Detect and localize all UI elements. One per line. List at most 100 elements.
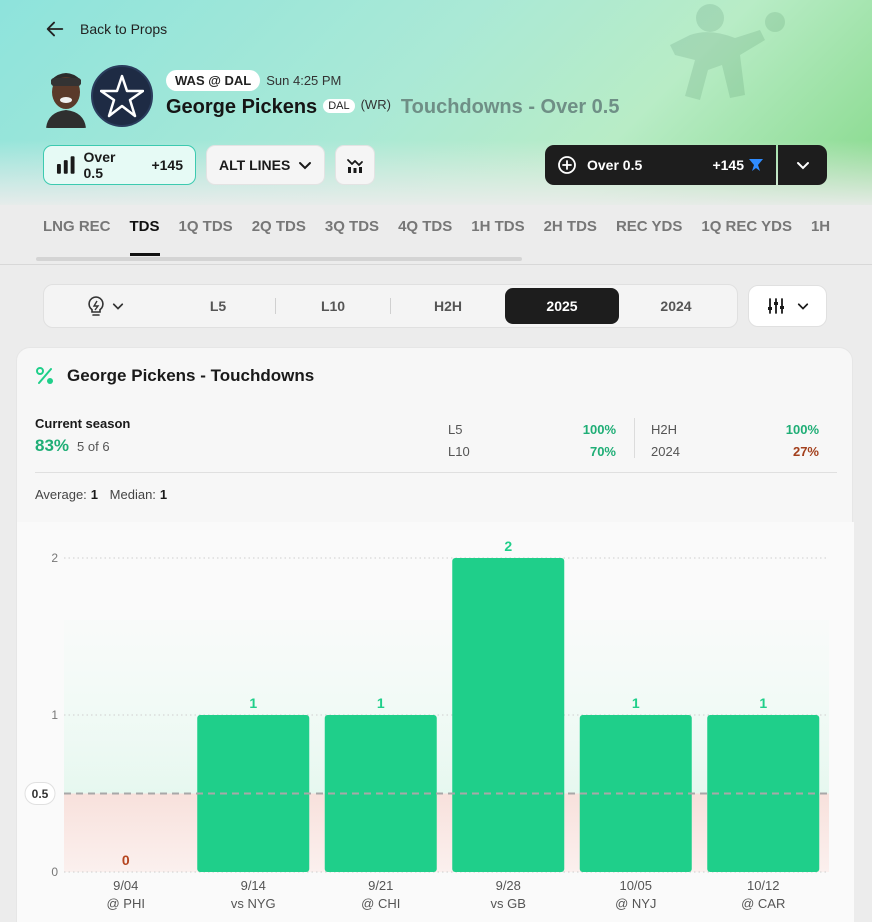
x-date-label: 9/21 — [368, 878, 393, 893]
lightbulb-icon — [87, 296, 104, 316]
bar-value-label: 2 — [504, 538, 512, 554]
x-date-label: 9/14 — [241, 878, 266, 893]
over-zone — [64, 620, 829, 794]
segment-l10[interactable]: L10 — [320, 298, 346, 314]
tab-tds[interactable]: TDS — [129, 216, 160, 256]
segment-separator — [390, 298, 391, 314]
x-opponent-label: @ CHI — [361, 896, 400, 911]
stat-value: 27% — [792, 443, 819, 459]
prop-tabs: LNG REC TDS 1Q TDS 2Q TDS 3Q TDS 4Q TDS 1H TDS… — [43, 216, 872, 256]
season-label: Current season — [35, 416, 131, 431]
tabs-divider — [0, 264, 872, 265]
compare-button[interactable] — [335, 145, 375, 185]
chevron-down-icon — [797, 303, 808, 310]
bet-dropdown-button[interactable] — [778, 145, 827, 185]
stats-right: H2H 100% 2024 27% — [651, 418, 819, 462]
season-hit-rate: 83% — [35, 436, 70, 455]
average-median-row: Average: 1 Median: 1 — [35, 487, 175, 502]
tab-3q-tds[interactable]: 3Q TDS — [324, 218, 380, 235]
card-title: George Pickens - Touchdowns — [67, 366, 315, 385]
x-date-label: 9/04 — [113, 878, 138, 893]
x-date-label: 10/12 — [747, 878, 780, 893]
prop-line-pill — [24, 782, 56, 805]
stat-label: L5 — [448, 421, 463, 437]
tab-lng-rec[interactable]: LNG REC — [43, 218, 111, 235]
game-info: WAS @ DAL Sun 4:25 PM — [166, 70, 341, 91]
bar-9/28[interactable] — [452, 558, 565, 872]
selected-line-button[interactable]: Over 0.5 +145 — [43, 145, 196, 185]
matchup-pill: WAS @ DAL — [166, 70, 261, 91]
game-time: Sun 4:25 PM — [266, 73, 342, 88]
tab-1h-tds[interactable]: 1H TDS — [471, 218, 525, 235]
tab-4q-tds[interactable]: 4Q TDS — [398, 218, 453, 235]
sportsbook-logo-icon — [749, 159, 763, 171]
line-controls: Over 0.5 +145 ALT LINES — [43, 145, 375, 185]
alt-lines-button[interactable]: ALT LINES — [206, 145, 325, 185]
stat-label: H2H — [651, 421, 678, 437]
segment-h2h[interactable]: H2H — [433, 298, 462, 314]
median-value: 1 — [159, 487, 168, 502]
insight-filter-button[interactable] — [48, 295, 161, 317]
bar-10/05[interactable] — [579, 715, 692, 872]
bet-odds-group: +145 — [712, 157, 764, 173]
x-date-label: 9/28 — [496, 878, 521, 893]
sliders-icon — [767, 298, 784, 314]
player-silhouette-icon — [670, 4, 785, 100]
stats-divider — [634, 418, 635, 458]
prop-line-label: 0.5 — [32, 787, 49, 801]
alt-lines-label: ALT LINES — [219, 157, 291, 173]
bar-value-label: 1 — [377, 695, 385, 711]
percent-icon — [36, 367, 53, 384]
stat-value: 100% — [785, 421, 819, 437]
plus-circle-icon — [558, 156, 576, 174]
segment-separator — [275, 298, 276, 314]
stat-label: 2024 — [651, 443, 680, 459]
arrow-left-icon — [46, 21, 64, 37]
x-opponent-label: @ PHI — [107, 896, 145, 911]
y-tick-label: 0 — [51, 865, 58, 879]
chart-canvas: 0 1 2 0 9/04 @ PHI 1 9/14 vs NYG 1 9/21 @ CHI 2 9/28 v… — [24, 538, 829, 911]
tab-1q-tds[interactable]: 1Q TDS — [178, 218, 233, 235]
average-label: Average: — [35, 487, 87, 502]
segment-2025[interactable]: 2025 — [505, 288, 619, 324]
stat-row-l5: L5 100% — [448, 418, 616, 440]
selected-line-odds: +145 — [151, 157, 183, 173]
segment-l5[interactable]: L5 — [209, 298, 227, 314]
y-tick-label: 1 — [51, 708, 58, 722]
under-zone — [64, 793, 829, 872]
y-tick-label: 2 — [51, 551, 58, 565]
stat-value: 100% — [582, 421, 616, 437]
average-value: 1 — [90, 487, 99, 502]
team-badge: DAL — [323, 99, 355, 113]
median-label: Median: — [109, 487, 156, 502]
season-value: 83% 5 of 6 — [35, 436, 110, 456]
tabs-scrollbar[interactable] — [36, 257, 522, 261]
bar-value-label: 1 — [759, 695, 767, 711]
market-title: Touchdowns - Over 0.5 — [400, 96, 620, 118]
player-title-row: George Pickens DAL (WR) Touchdowns - Ove… — [166, 96, 619, 119]
compare-icon — [347, 159, 363, 173]
back-to-props-link[interactable]: Back to Props — [44, 18, 167, 40]
bar-chart-icon — [56, 156, 75, 174]
x-opponent-label: @ CAR — [741, 896, 785, 911]
bar-9/14[interactable] — [197, 715, 310, 872]
tab-2h-tds[interactable]: 2H TDS — [543, 218, 597, 235]
touchdowns-chart: 0 1 2 0 9/04 @ PHI 1 9/14 vs NYG 1 9/21 @ CHI 2 9/28 v… — [17, 522, 854, 922]
team-logo-icon — [91, 65, 153, 127]
tab-2q-tds[interactable]: 2Q TDS — [251, 218, 306, 235]
place-bet-button[interactable]: Over 0.5 +145 — [545, 145, 776, 185]
chart-settings-button[interactable] — [748, 285, 827, 327]
x-date-label: 10/05 — [619, 878, 652, 893]
stat-row-h2h: H2H 100% — [651, 418, 819, 440]
tab-1h[interactable]: 1H — [810, 218, 831, 235]
x-opponent-label: vs NYG — [231, 896, 276, 911]
stat-row-l10: L10 70% — [448, 440, 616, 462]
tab-1q-rec-yds[interactable]: 1Q REC YDS — [701, 218, 792, 235]
segment-2024[interactable]: 2024 — [660, 298, 692, 314]
bet-odds: +145 — [712, 157, 744, 173]
player-position: (WR) — [360, 97, 391, 112]
bet-label: Over 0.5 — [587, 157, 643, 173]
bar-value-label: 1 — [632, 695, 640, 711]
bar-value-label: 1 — [249, 695, 257, 711]
tab-rec-yds[interactable]: REC YDS — [615, 218, 683, 235]
